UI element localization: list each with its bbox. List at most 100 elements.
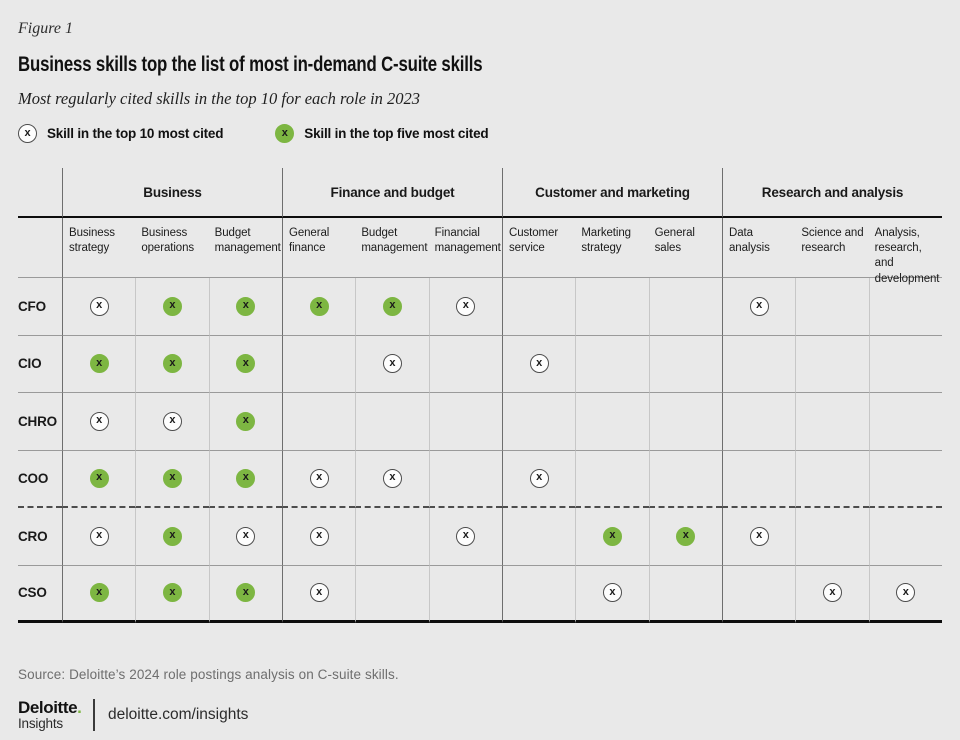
cell-chro-business-operations: x xyxy=(135,393,209,451)
top5-mark-icon: x xyxy=(602,526,622,546)
column-header-data-analysis: Data analysis xyxy=(722,218,796,278)
cell-chro-customer-service xyxy=(502,393,576,451)
top10-mark-icon: x xyxy=(749,526,769,546)
deloitte-insights-logo: Deloitte. Insights xyxy=(18,698,82,731)
cell-cso-financial-management xyxy=(428,565,502,623)
cell-cro-general-sales: x xyxy=(648,508,722,566)
cell-cso-budget-management xyxy=(355,565,429,623)
legend-label-top5: Skill in the top five most cited xyxy=(304,126,489,141)
top10-mark-icon: x xyxy=(89,411,109,431)
figure-label: Figure 1 xyxy=(18,20,73,37)
cell-cso-business-strategy: x xyxy=(62,565,136,623)
top5-mark-icon: x xyxy=(382,296,402,316)
cell-cio-general-sales xyxy=(648,335,722,393)
cell-cfo-business-operations: x xyxy=(135,278,209,336)
top5-mark-icon: x xyxy=(236,296,256,316)
cell-cio-customer-service: x xyxy=(502,335,576,393)
top10-mark-icon: x xyxy=(456,526,476,546)
column-header-business-operations: Business operations xyxy=(135,218,209,278)
cell-chro-business-strategy: x xyxy=(62,393,136,451)
top10-mark-icon: x xyxy=(382,468,402,488)
top5-mark-icon: x xyxy=(236,354,256,374)
cell-chro-budget-management xyxy=(355,393,429,451)
footer-site-link[interactable]: deloitte.com/insights xyxy=(107,706,249,723)
cell-chro-financial-management xyxy=(428,393,502,451)
group-header-business: Business xyxy=(62,168,282,218)
cell-chro-general-sales xyxy=(648,393,722,451)
cell-coo-business-operations: x xyxy=(135,450,209,508)
row-label-chro: CHRO xyxy=(18,393,62,451)
cell-cio-budget-management: x xyxy=(208,335,282,393)
cell-cro-budget-management: x xyxy=(208,508,282,566)
cell-coo-budget-management: x xyxy=(208,450,282,508)
top10-mark-icon: x xyxy=(822,583,842,603)
cell-cro-analysis-research-and-development xyxy=(868,508,942,566)
top5-mark-icon: x xyxy=(162,583,182,603)
column-header-financial-management: Financial management xyxy=(428,218,502,278)
cell-cio-financial-management xyxy=(428,335,502,393)
top10-mark-icon: x xyxy=(309,526,329,546)
cell-cio-science-and-research xyxy=(795,335,869,393)
cell-coo-general-sales xyxy=(648,450,722,508)
cell-cso-business-operations: x xyxy=(135,565,209,623)
column-header-analysis-research-and-development: Analysis, research, and development xyxy=(868,218,942,285)
brand-name: Deloitte. xyxy=(18,698,82,718)
footer: Deloitte. Insights deloitte.com/insights xyxy=(18,699,942,731)
top5-mark-icon: x xyxy=(275,124,295,143)
row-label-coo: COO xyxy=(18,451,62,508)
legend-item-top10: x Skill in the top 10 most cited xyxy=(18,124,223,143)
top5-mark-icon: x xyxy=(676,526,696,546)
cell-coo-financial-management xyxy=(428,450,502,508)
cell-cio-general-finance xyxy=(282,335,356,393)
top10-mark-icon: x xyxy=(382,354,402,374)
top10-mark-icon: x xyxy=(749,296,769,316)
cell-cso-marketing-strategy: x xyxy=(575,565,649,623)
top5-mark-icon: x xyxy=(236,468,256,488)
cell-chro-analysis-research-and-development xyxy=(868,393,942,451)
table-corner-spacer xyxy=(18,168,62,218)
top10-mark-icon: x xyxy=(89,296,109,316)
cell-cio-business-strategy: x xyxy=(62,335,136,393)
cell-cso-budget-management: x xyxy=(208,565,282,623)
top10-mark-icon: x xyxy=(456,296,476,316)
group-header-customer-and-marketing: Customer and marketing xyxy=(502,168,722,218)
cell-coo-general-finance: x xyxy=(282,450,356,508)
cell-chro-marketing-strategy xyxy=(575,393,649,451)
cell-chro-general-finance xyxy=(282,393,356,451)
cell-cro-business-strategy: x xyxy=(62,508,136,566)
column-header-spacer xyxy=(18,218,62,278)
cell-cso-general-finance: x xyxy=(282,565,356,623)
cell-coo-customer-service: x xyxy=(502,450,576,508)
top5-mark-icon: x xyxy=(89,468,109,488)
top5-mark-icon: x xyxy=(309,296,329,316)
cell-cfo-analysis-research-and-development xyxy=(868,278,942,336)
cell-cro-financial-management: x xyxy=(428,508,502,566)
cell-coo-business-strategy: x xyxy=(62,450,136,508)
cell-cio-marketing-strategy xyxy=(575,335,649,393)
group-header-research-and-analysis: Research and analysis xyxy=(722,168,942,218)
cell-cro-customer-service xyxy=(502,508,576,566)
cell-cfo-financial-management: x xyxy=(428,278,502,336)
cell-cso-general-sales xyxy=(648,565,722,623)
cell-cio-data-analysis xyxy=(722,335,796,393)
row-label-cfo: CFO xyxy=(18,278,62,336)
cell-cio-business-operations: x xyxy=(135,335,209,393)
top10-mark-icon: x xyxy=(309,468,329,488)
cell-cso-customer-service xyxy=(502,565,576,623)
cell-coo-science-and-research xyxy=(795,450,869,508)
cell-cro-data-analysis: x xyxy=(722,508,796,566)
top10-mark-icon: x xyxy=(896,583,916,603)
cell-cio-budget-management: x xyxy=(355,335,429,393)
top10-mark-icon: x xyxy=(529,354,549,374)
legend-item-top5: x Skill in the top five most cited xyxy=(275,124,489,143)
cell-chro-science-and-research xyxy=(795,393,869,451)
cell-coo-budget-management: x xyxy=(355,450,429,508)
cell-chro-data-analysis xyxy=(722,393,796,451)
cell-cfo-budget-management: x xyxy=(355,278,429,336)
cell-coo-analysis-research-and-development xyxy=(868,450,942,508)
cell-cfo-science-and-research xyxy=(795,278,869,336)
legend: x Skill in the top 10 most cited x Skill… xyxy=(18,124,942,143)
row-label-cio: CIO xyxy=(18,336,62,393)
cell-coo-data-analysis xyxy=(722,450,796,508)
